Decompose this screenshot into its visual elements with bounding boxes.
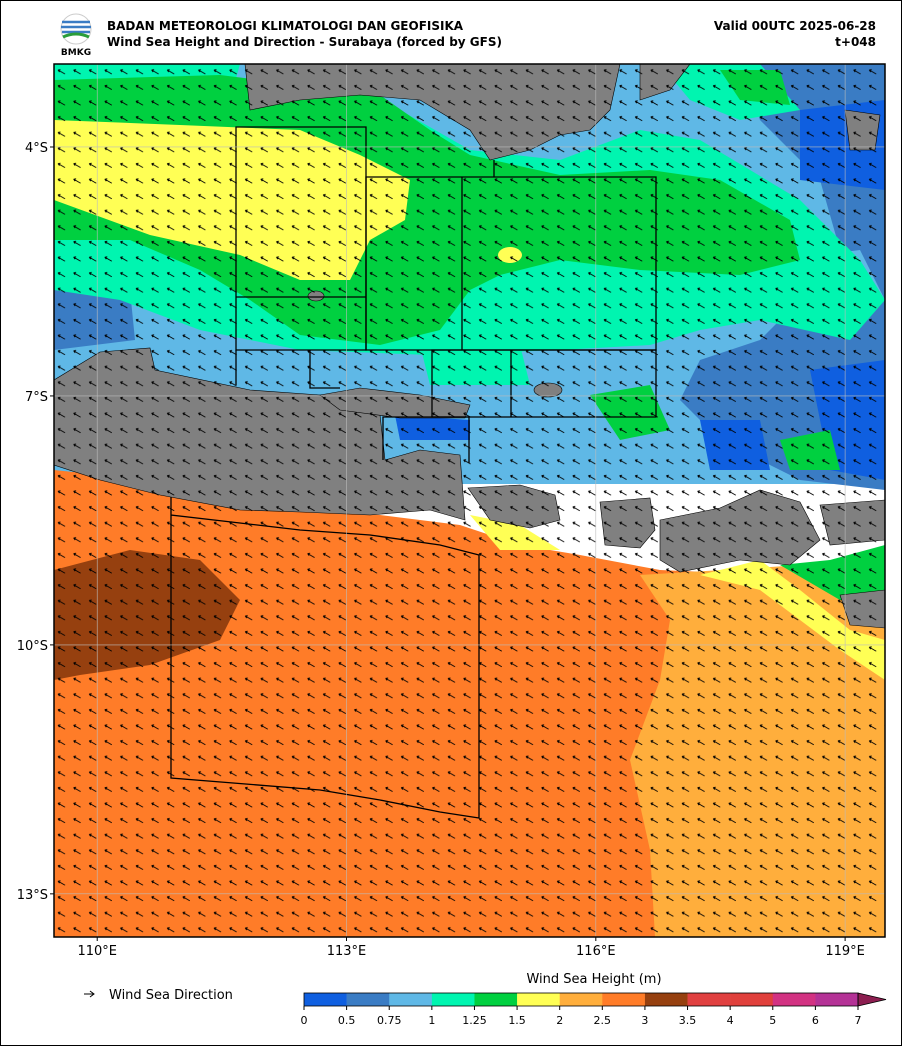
- legend-label: Wind Sea Direction: [109, 988, 233, 1003]
- y-tick-label: 7°S: [25, 390, 48, 405]
- chart-title: BADAN METEOROLOGI KLIMATOLOGI DAN GEOFIS…: [107, 19, 464, 33]
- plot-frame: [53, 63, 886, 938]
- colorbar-tick-label: 0.75: [377, 1014, 402, 1027]
- colorbar-tick-label: 0.5: [338, 1014, 356, 1027]
- x-tick-label: 119°E: [825, 944, 865, 959]
- colorbar-segment: [687, 993, 731, 1006]
- colorbar-tick-label: 1: [428, 1014, 435, 1027]
- colorbar-frame: [303, 992, 859, 1007]
- colorbar-segment: [602, 993, 646, 1006]
- legend: Wind Sea Direction: [84, 988, 233, 1003]
- colorbar-tick-label: 2: [556, 1014, 563, 1027]
- colorbar-tick-label: 3.5: [679, 1014, 697, 1027]
- legend-arrow: [84, 990, 95, 998]
- colorbar-segment: [815, 993, 859, 1006]
- colorbar-tick-label: 7: [855, 1014, 862, 1027]
- colorbar-segment: [730, 993, 774, 1006]
- colorbar-segment: [346, 993, 390, 1006]
- logo-text: BMKG: [61, 48, 91, 58]
- colorbar-segment: [389, 993, 433, 1006]
- colorbar-tick-label: 0: [301, 1014, 308, 1027]
- colorbar-tick-label: 1.5: [508, 1014, 526, 1027]
- colorbar-label: Wind Sea Height (m): [526, 972, 661, 987]
- valid-time: Valid 00UTC 2025-06-28: [714, 19, 876, 33]
- colorbar-tick-label: 2.5: [594, 1014, 612, 1027]
- map-field: [54, 64, 885, 937]
- colorbar-segment: [431, 993, 475, 1006]
- colorbar-segment: [559, 993, 603, 1006]
- colorbar-segment: [644, 993, 688, 1006]
- grid: [54, 64, 885, 937]
- colorbar-tick-label: 5: [769, 1014, 776, 1027]
- y-tick-label: 4°S: [25, 141, 48, 156]
- colorbar-segment: [772, 993, 816, 1006]
- colorbar-tick-label: 4: [727, 1014, 734, 1027]
- colorbar-tick-label: 1.25: [462, 1014, 487, 1027]
- x-tick-label: 116°E: [576, 944, 616, 959]
- y-tick-label: 13°S: [17, 888, 48, 903]
- lead-time: t+048: [835, 35, 876, 49]
- colorbar-segment: [304, 993, 347, 1006]
- x-tick-label: 113°E: [327, 944, 367, 959]
- colorbar-tick-label: 3: [641, 1014, 648, 1027]
- x-tick-label: 110°E: [77, 944, 117, 959]
- y-tick-label: 10°S: [17, 639, 48, 654]
- colorbar-segment: [474, 993, 518, 1006]
- colorbar-tick-label: 6: [812, 1014, 819, 1027]
- logo: BMKG: [60, 13, 92, 58]
- chart-subtitle: Wind Sea Height and Direction - Surabaya…: [107, 35, 502, 49]
- colorbar-segment: [517, 993, 560, 1006]
